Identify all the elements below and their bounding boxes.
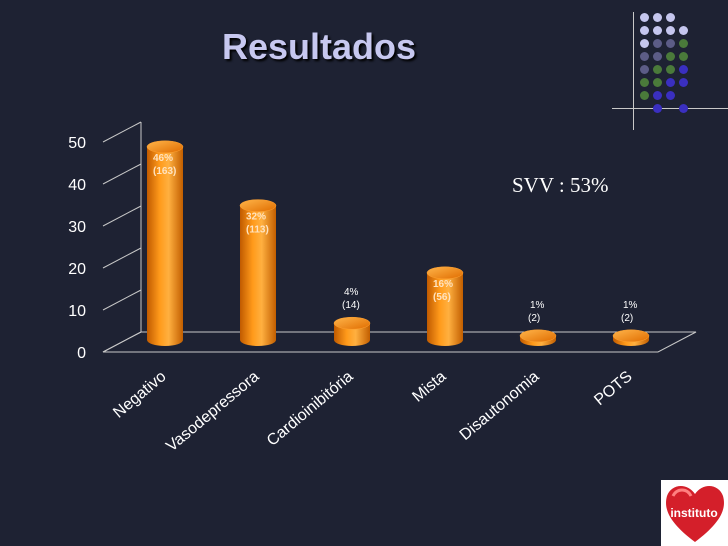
- institute-logo: instituto: [661, 480, 728, 546]
- decor-dot: [653, 39, 662, 48]
- decor-dot: [653, 26, 662, 35]
- data-label-count: (2): [528, 313, 540, 324]
- data-labels: 46% (163) 32% (113) 4% (14) 16% (56) 1% (2) 1% (2): [153, 153, 638, 324]
- bar-body: [427, 272, 463, 346]
- bar-body: [240, 205, 276, 346]
- grid-line: [102, 163, 142, 185]
- data-label-count: (113): [246, 225, 269, 236]
- logo-text: instituto: [670, 506, 717, 520]
- data-label-count: (56): [433, 292, 451, 303]
- bar-6: [612, 329, 650, 346]
- data-label-count: (2): [621, 313, 633, 324]
- decor-dot: [653, 13, 662, 22]
- x-tick-label: Vasodepressora: [163, 368, 262, 455]
- decor-dot: [653, 104, 662, 113]
- x-tick-label: Mista: [409, 368, 449, 406]
- bar-1: [146, 140, 184, 346]
- grid-line: [102, 121, 142, 143]
- decor-dot: [666, 13, 675, 22]
- x-tick-label: Disautonomia: [457, 368, 543, 444]
- decor-dot: [640, 78, 649, 87]
- svv-annotation: SVV : 53%: [512, 173, 608, 197]
- decor-dot: [640, 26, 649, 35]
- decor-dot: [679, 65, 688, 74]
- bar-3: [333, 316, 371, 346]
- data-label-percent: 32%: [246, 212, 266, 223]
- decor-dot: [640, 39, 649, 48]
- decor-dot: [666, 26, 675, 35]
- decor-dot: [666, 78, 675, 87]
- bar-5: [519, 329, 557, 346]
- y-tick-label: 10: [68, 303, 86, 320]
- data-label-percent: 4%: [344, 287, 359, 298]
- y-axis-ticks: 0 10 20 30 40 50: [68, 135, 86, 362]
- slide-title: Resultados: [222, 26, 417, 67]
- bar-4: [426, 266, 464, 346]
- y-tick-label: 40: [68, 177, 86, 194]
- chart-grid: [102, 121, 697, 353]
- x-tick-label: POTS: [591, 368, 635, 409]
- bar-cap: [426, 266, 464, 280]
- decor-dot: [679, 39, 688, 48]
- decor-dot: [653, 65, 662, 74]
- heart-logo-icon: instituto: [666, 485, 724, 542]
- y-tick-label: 30: [68, 219, 86, 236]
- decor-dot: [679, 52, 688, 61]
- decor-dot: [653, 52, 662, 61]
- bar-body: [334, 323, 370, 346]
- decor-dot: [640, 91, 649, 100]
- data-label-count: (163): [153, 166, 176, 177]
- bar-cap: [239, 199, 277, 212]
- grid-line: [102, 331, 142, 353]
- decor-dot: [666, 52, 675, 61]
- decor-dot: [666, 65, 675, 74]
- data-label-percent: 1%: [530, 300, 545, 311]
- bar-cap: [333, 316, 371, 330]
- data-label-percent: 1%: [623, 300, 638, 311]
- data-label-count: (14): [342, 300, 360, 311]
- decor-dot: [640, 65, 649, 74]
- decor-dot: [653, 78, 662, 87]
- y-tick-label: 0: [77, 345, 86, 362]
- bar-body: [147, 146, 183, 346]
- y-tick-label: 20: [68, 261, 86, 278]
- decor-dot: [679, 26, 688, 35]
- decor-dot: [666, 91, 675, 100]
- bar-2: [239, 199, 277, 346]
- x-tick-label: Cardioinibitória: [264, 368, 357, 450]
- bars: [146, 140, 650, 346]
- decor-dot: [653, 91, 662, 100]
- chart-floor: [102, 331, 697, 353]
- grid-line: [102, 247, 142, 269]
- grid-line: [102, 205, 142, 227]
- data-label-percent: 16%: [433, 279, 453, 290]
- grid-line: [102, 289, 142, 311]
- decor-vertical-line: [633, 12, 634, 130]
- x-tick-label: Negativo: [110, 368, 169, 422]
- decor-dot: [679, 104, 688, 113]
- bar-cap: [612, 329, 650, 343]
- decor-horizontal-line: [612, 108, 728, 109]
- y-tick-label: 50: [68, 135, 86, 152]
- decor-dot: [666, 39, 675, 48]
- decor-dot: [679, 78, 688, 87]
- data-label-percent: 46%: [153, 153, 173, 164]
- decor-dot: [640, 13, 649, 22]
- bar-cap: [519, 329, 557, 343]
- decor-dot: [640, 52, 649, 61]
- bar-cap: [146, 140, 184, 154]
